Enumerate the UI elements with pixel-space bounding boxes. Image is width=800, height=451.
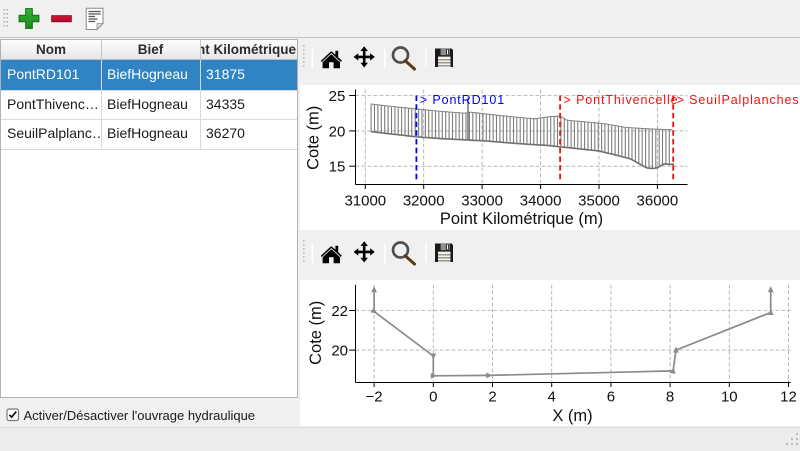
svg-text:12: 12 [780,389,797,406]
svg-text:20: 20 [331,343,348,360]
svg-text:> PontRD101: > PontRD101 [420,93,505,107]
svg-text:Point Kilométrique (m): Point Kilométrique (m) [440,210,603,228]
svg-text:10: 10 [721,389,738,406]
svg-text:32000: 32000 [403,193,445,210]
svg-text:25: 25 [329,88,346,105]
svg-text:> PontThivencelle: > PontThivencelle [564,93,679,107]
svg-text:15: 15 [329,159,346,176]
svg-text:31000: 31000 [344,193,386,210]
svg-text:36000: 36000 [637,193,679,210]
svg-text:4: 4 [548,389,556,406]
svg-text:6: 6 [607,389,615,406]
svg-text:2: 2 [488,389,496,406]
svg-text:Cote (m): Cote (m) [307,301,325,365]
svg-text:22: 22 [331,303,348,320]
svg-text:35000: 35000 [578,193,620,210]
svg-text:X (m): X (m) [552,407,592,425]
svg-text:20: 20 [329,123,346,140]
svg-text:Cote (m): Cote (m) [305,106,323,170]
svg-text:0: 0 [429,389,437,406]
svg-text:−2: −2 [366,389,383,406]
svg-text:> SeuilPalplanches: > SeuilPalplanches [677,93,800,107]
svg-text:8: 8 [666,389,674,406]
svg-text:33000: 33000 [461,193,503,210]
svg-text:34000: 34000 [520,193,562,210]
